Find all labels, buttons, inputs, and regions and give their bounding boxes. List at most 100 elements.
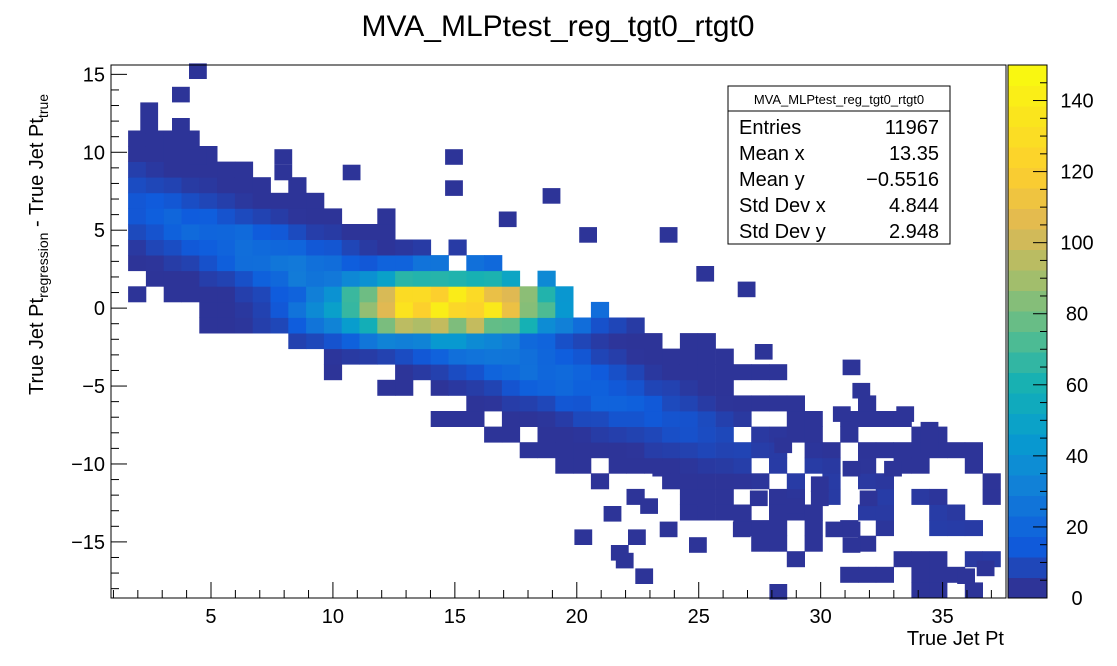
heatmap-cell — [501, 286, 521, 303]
heatmap-cell — [199, 161, 218, 178]
heatmap-cell — [145, 161, 165, 178]
heatmap-cell — [270, 255, 289, 272]
heatmap-cell — [858, 395, 877, 412]
heatmap-cell — [430, 286, 449, 303]
heatmap-cell — [679, 395, 699, 412]
stats-label: Mean y — [739, 169, 805, 191]
heatmap-cell — [858, 535, 877, 552]
heatmap-cell — [359, 224, 378, 240]
heatmap-cell — [751, 426, 770, 443]
heatmap-cell — [501, 270, 521, 287]
heatmap-cell — [628, 529, 646, 545]
heatmap-cell — [590, 379, 610, 396]
heatmap-cell — [395, 317, 414, 334]
heatmap-cell — [679, 457, 699, 474]
heatmap-cell — [537, 379, 556, 396]
colorbar-swatch — [1008, 106, 1047, 127]
stats-value: 2.948 — [889, 221, 939, 243]
heatmap-cell — [679, 442, 699, 459]
heatmap-cell — [697, 426, 716, 443]
heatmap-cell — [163, 239, 182, 256]
stats-rows: Entries 11967 Mean x 13.35 Mean y −0.5516 Std … — [739, 117, 939, 243]
heatmap-cell — [608, 317, 627, 334]
heatmap-cell — [786, 473, 805, 490]
heatmap-cell — [377, 348, 396, 365]
heatmap-cell — [323, 239, 343, 256]
heatmap-cell — [697, 473, 716, 490]
heatmap-cell — [929, 520, 948, 537]
heatmap-cell — [306, 224, 325, 240]
colorbar-swatch — [1008, 270, 1047, 291]
heatmap-cell — [181, 255, 200, 272]
heatmap-cell — [163, 192, 182, 209]
heatmap-cell — [697, 442, 716, 459]
y-tick-label: 10 — [83, 142, 105, 164]
heatmap-cell — [484, 286, 503, 303]
heatmap-cell — [412, 348, 432, 365]
heatmap-cell — [911, 488, 930, 505]
heatmap-cell — [644, 411, 663, 427]
heatmap-cell — [662, 364, 681, 381]
heatmap-cell — [555, 426, 574, 443]
y-tick-label: −10 — [71, 454, 105, 476]
heatmap-cell — [769, 395, 788, 412]
heatmap-cell — [555, 457, 574, 474]
heatmap-cell — [341, 301, 360, 318]
y-axis-ticks: −15 −10 −5 0 5 10 15 — [71, 64, 127, 590]
colorbar-swatch — [1008, 577, 1047, 599]
heatmap-cell — [252, 286, 271, 303]
heatmap-cell — [145, 177, 165, 194]
heatmap-cell — [217, 192, 236, 209]
heatmap-cell — [288, 208, 307, 225]
heatmap-cell — [810, 476, 829, 492]
heatmap-cell — [555, 301, 574, 318]
heatmap-cell — [555, 411, 574, 427]
heatmap-cell — [359, 255, 378, 272]
heatmap-cell — [430, 255, 449, 272]
heatmap-cell — [217, 286, 236, 303]
heatmap-cell — [445, 149, 463, 165]
heatmap-cell — [786, 395, 805, 412]
heatmap-cell — [786, 411, 805, 427]
heatmap-cell — [128, 177, 147, 194]
heatmap-cell — [733, 442, 752, 459]
heatmap-cell — [573, 457, 592, 474]
heatmap-cell — [217, 177, 236, 194]
heatmap-cell — [448, 333, 467, 350]
heatmap-cell — [555, 395, 574, 412]
heatmap-cell — [590, 442, 610, 459]
heatmap-cell — [858, 442, 877, 459]
heatmap-cell — [810, 490, 829, 507]
heatmap-cell — [662, 442, 681, 459]
heatmap-cell — [501, 348, 521, 365]
colorbar-tick-label: 40 — [1066, 446, 1088, 468]
x-tick-label: 30 — [810, 606, 832, 628]
heatmap-cell — [270, 270, 289, 287]
heatmap-cell — [466, 348, 485, 365]
heatmap-cell — [858, 566, 877, 583]
heatmap-cell — [896, 406, 915, 422]
heatmap-cell — [769, 364, 788, 381]
heatmap-cell — [858, 457, 877, 474]
heatmap-cell — [181, 208, 200, 225]
heatmap-cell — [679, 411, 699, 427]
colorbar-swatch — [1008, 454, 1047, 476]
heatmap-cell — [430, 301, 449, 318]
heatmap-cell — [288, 224, 307, 240]
heatmap-cell — [603, 506, 622, 522]
heatmap-cell — [466, 317, 485, 334]
heatmap-cell — [430, 411, 449, 427]
heatmap-cell — [697, 504, 716, 521]
heatmap-cell — [234, 270, 254, 287]
heatmap-cell — [501, 395, 521, 412]
heatmap-cell — [840, 426, 859, 443]
heatmap-cell — [751, 520, 770, 537]
heatmap-cell — [884, 460, 902, 477]
heatmap-cell — [341, 333, 360, 350]
heatmap-cell — [573, 395, 592, 412]
heatmap-cell — [590, 348, 610, 365]
heatmap-cell — [448, 286, 467, 303]
heatmap-cell — [501, 379, 521, 396]
heatmap-cell — [626, 333, 645, 350]
